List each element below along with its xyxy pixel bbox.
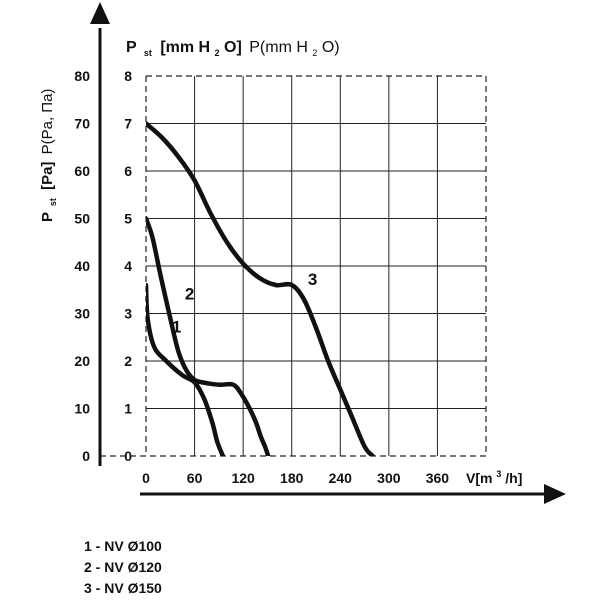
y-tick-label-pa: 60 (74, 163, 90, 179)
x-axis-title: V[m 3 /h] (466, 464, 522, 486)
series-label-3: 3 (308, 270, 317, 289)
y-tick-label-pa: 70 (74, 116, 90, 132)
y-tick-label-pa: 50 (74, 211, 90, 227)
y-tick-label-mm: 5 (124, 211, 132, 227)
y-tick-label-mm: 8 (124, 68, 132, 84)
x-tick-label: 180 (280, 470, 304, 486)
grid (100, 75, 487, 457)
y-tick-label-mm: 7 (124, 116, 132, 132)
series-labels: 12 3 (172, 270, 317, 337)
x-tick-label: 300 (377, 470, 401, 486)
y-tick-label-mm: 3 (124, 306, 132, 322)
x-tick-label: 120 (231, 470, 255, 486)
y-tick-label-mm: 6 (124, 163, 132, 179)
y-tick-label-pa: 40 (74, 258, 90, 274)
x-tick-label: 240 (329, 470, 353, 486)
series-line-2 (146, 216, 271, 456)
series-label-2: 2 (185, 284, 194, 303)
series-line-3 (146, 121, 375, 456)
axes (90, 2, 566, 504)
y-tick-label-pa: 30 (74, 306, 90, 322)
y-tick-labels-pa: 0 10 20 30 40 50 60 70 80 (74, 68, 90, 464)
x-tick-label: 360 (426, 470, 450, 486)
y-tick-label-pa: 0 (82, 448, 90, 464)
legend: 1 - NV Ø100 2 - NV Ø120 3 - NV Ø150 (84, 536, 162, 599)
series-group (146, 121, 375, 456)
series-label-1: 1 (172, 318, 181, 337)
y-tick-label-mm: 2 (124, 353, 132, 369)
y-tick-label-pa: 80 (74, 68, 90, 84)
y-tick-labels-mm: 0 1 2 3 4 5 6 7 8 (124, 68, 132, 464)
y-tick-label-mm: 0 (124, 448, 132, 464)
legend-item-1: 1 - NV Ø100 (84, 538, 162, 554)
y-axis-arrow (90, 2, 110, 24)
y-axis-title-left: P st [Pa] P(Pa, Па) (39, 89, 60, 222)
x-tick-labels: 0 60 120 180 240 300 360 (142, 470, 449, 486)
x-tick-label: 60 (187, 470, 203, 486)
y-tick-label-mm: 4 (124, 258, 132, 274)
y-tick-label-mm: 1 (124, 401, 132, 417)
x-tick-label: 0 (142, 470, 150, 486)
legend-item-3: 3 - NV Ø150 (84, 580, 162, 596)
y-tick-label-pa: 20 (74, 353, 90, 369)
y-axis-title-top: P st [mm H 2 O] P(mm H 2 O) (126, 39, 340, 60)
y-tick-label-pa: 10 (74, 401, 90, 417)
legend-item-2: 2 - NV Ø120 (84, 559, 162, 575)
x-axis-arrow (544, 484, 566, 504)
series-line-1 (146, 282, 226, 456)
